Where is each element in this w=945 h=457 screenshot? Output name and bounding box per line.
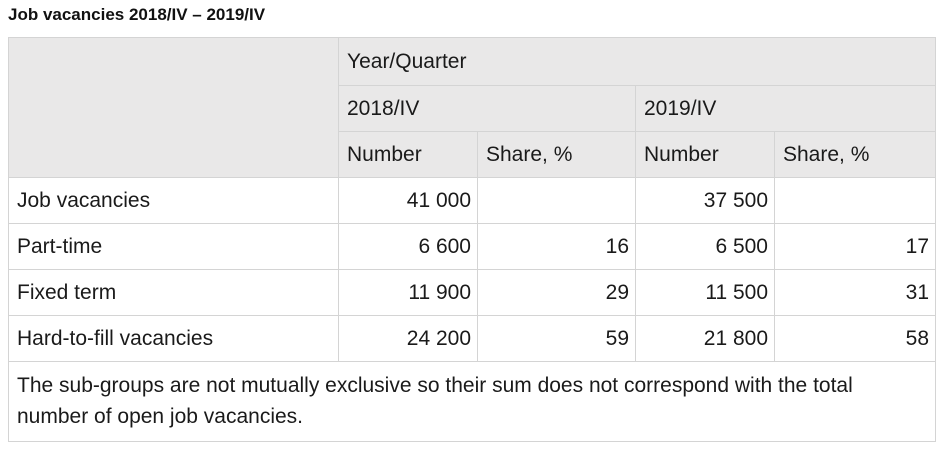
header-corner-cell — [8, 37, 339, 178]
header-measure-share-2018: Share, % — [477, 131, 636, 178]
header-row-dimension: Year/Quarter — [8, 37, 937, 178]
header-row-measures: Number Share, % Number Share, % — [9, 131, 937, 178]
table-body: Job vacancies 41 000 37 500 Part-time 6 … — [7, 177, 937, 442]
row-label: Job vacancies — [8, 177, 339, 224]
cell-share-2018: 29 — [477, 269, 636, 316]
header-measure-number-2019: Number — [635, 131, 775, 178]
cell-share-2018: 59 — [477, 315, 636, 362]
header-measure-share-2019: Share, % — [773, 131, 937, 178]
row-label: Hard-to-fill vacancies — [8, 315, 339, 362]
cell-number-2019: 21 800 — [635, 315, 775, 362]
cell-share-2019 — [773, 177, 937, 224]
cell-share-2019: 17 — [773, 223, 937, 270]
cell-number-2019: 6 500 — [635, 223, 775, 270]
cell-share-2019: 58 — [773, 315, 937, 362]
cell-number-2018: 6 600 — [338, 223, 478, 270]
table-row: Job vacancies 41 000 37 500 — [8, 177, 937, 224]
table-header: Year/Quarter 2018/IV 2019/IV Number Shar… — [8, 37, 937, 178]
table-row: Hard-to-fill vacancies 24 200 59 21 800 … — [8, 315, 937, 362]
header-row-periods: 2018/IV 2019/IV — [9, 85, 937, 132]
table-footnote: The sub-groups are not mutually exclusiv… — [7, 361, 937, 442]
header-measure-number-2018: Number — [338, 131, 478, 178]
cell-number-2018: 24 200 — [338, 315, 478, 362]
header-period-2019-iv: 2019/IV — [634, 85, 937, 132]
cell-share-2019: 31 — [773, 269, 937, 316]
footnote-row: The sub-groups are not mutually exclusiv… — [7, 361, 937, 442]
header-dimension-label: Year/Quarter — [337, 37, 937, 86]
table-caption: Job vacancies 2018/IV – 2019/IV — [8, 5, 266, 24]
row-label: Fixed term — [8, 269, 339, 316]
header-period-2018-iv: 2018/IV — [338, 85, 636, 132]
cell-share-2018 — [477, 177, 636, 224]
cell-number-2018: 41 000 — [338, 177, 478, 224]
cell-share-2018: 16 — [477, 223, 636, 270]
table-row: Fixed term 11 900 29 11 500 31 — [8, 269, 937, 316]
cell-number-2019: 11 500 — [635, 269, 775, 316]
table-row: Part-time 6 600 16 6 500 17 — [8, 223, 937, 270]
cell-number-2018: 11 900 — [338, 269, 478, 316]
row-label: Part-time — [8, 223, 339, 270]
cell-number-2019: 37 500 — [635, 177, 775, 224]
job-vacancies-table: Year/Quarter 2018/IV 2019/IV Number Shar… — [7, 37, 937, 442]
